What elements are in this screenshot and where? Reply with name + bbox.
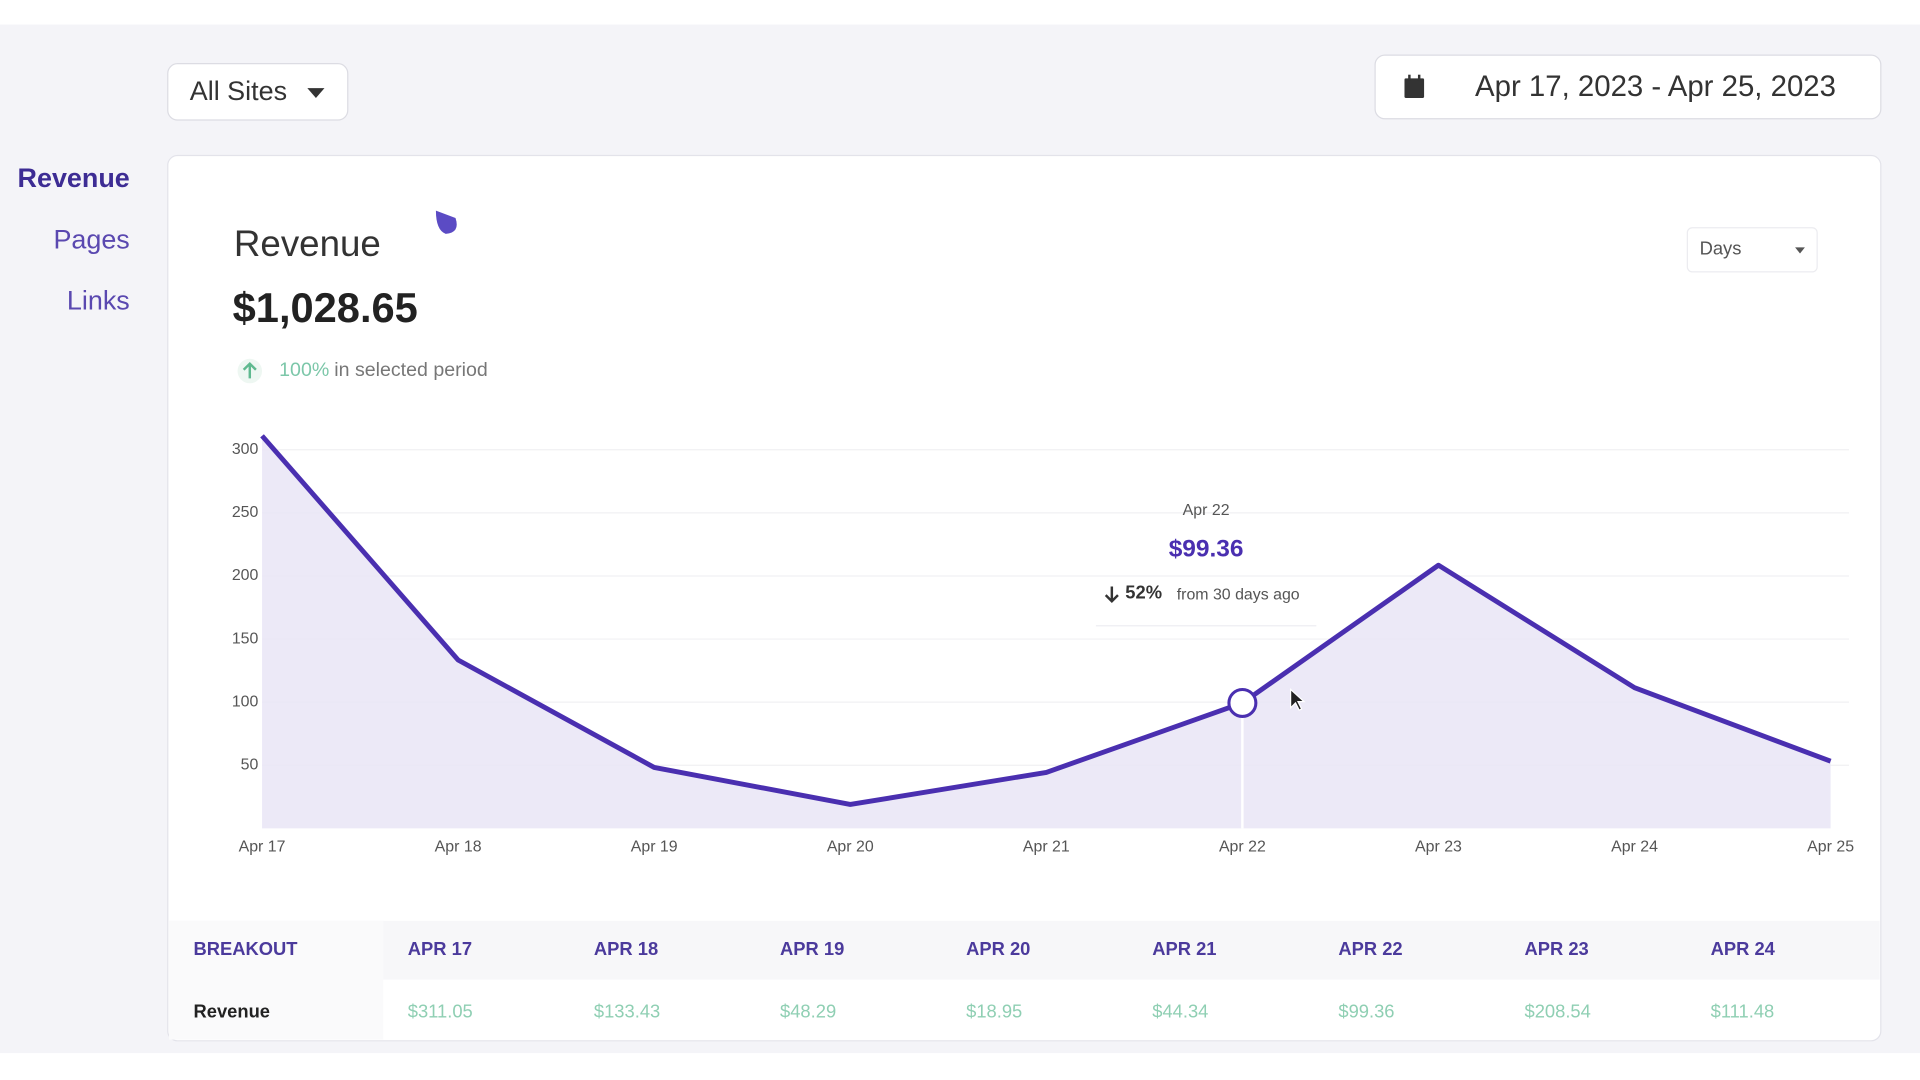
caret [307,88,325,98]
table-cell: $133.43 [594,1000,660,1021]
table-label-column [168,920,384,1040]
table-cell: $111.48 [1711,1000,1775,1021]
table-cell: $18.95 [966,1000,1022,1021]
y-tick-label: 200 [232,567,259,584]
table-header: APR 20 [966,938,1030,959]
table-header: APR 17 [408,938,472,959]
mouse-cursor [1290,688,1306,712]
table-header: APR 21 [1152,938,1216,959]
calendar-icon [1404,74,1425,98]
caret [1795,247,1805,254]
y-tick-label: 50 [241,756,259,773]
date-picker[interactable] [1374,54,1882,120]
nav-item[interactable]: Links [67,286,130,316]
line [260,434,1832,807]
hover-point [1227,687,1258,718]
tooltip-change: 52% [1125,582,1162,603]
table-header: APR 24 [1711,938,1776,959]
table-header: APR 23 [1524,938,1588,959]
interval-select[interactable] [1686,227,1818,273]
site-select[interactable] [167,63,349,121]
x-tick-label: Apr 19 [631,839,678,856]
nav-item[interactable]: Pages [53,224,129,254]
x-tick-label: Apr 22 [1219,839,1266,856]
tooltip-date: Apr 22 [1183,502,1230,519]
table-header: APR 22 [1338,938,1402,959]
date-range: Apr 17, 2023 - Apr 25, 2023 [1475,70,1836,103]
cursor-dot [435,210,457,234]
x-tick-label: Apr 21 [1023,839,1070,856]
x-tick-label: Apr 24 [1611,839,1658,856]
table-header: APR 18 [594,938,658,959]
area [262,435,1831,829]
x-tick-label: Apr 18 [435,839,482,856]
x-tick-label: Apr 25 [1807,839,1854,856]
change-value: 100% [279,359,329,381]
tooltip-note: from 30 days ago [1177,586,1300,603]
y-tick-label: 150 [232,630,259,647]
interval-label: Days [1700,238,1742,259]
x-tick-label: Apr 23 [1415,839,1462,856]
table-header: BREAKOUT [193,938,298,959]
nav-item[interactable]: Revenue [18,163,130,193]
card-title: Revenue [234,223,381,264]
table-cell: $99.36 [1338,1000,1394,1021]
table-cell: $44.34 [1152,1000,1208,1021]
breakout-table: BREAKOUT APR 17 APR 18 APR 19 APR 20 APR 21 AP… [193,938,1775,1021]
change-note: in selected period [334,359,487,381]
down-arrow [1104,586,1119,603]
card-total: $1,028.65 [233,284,418,331]
table-cell: Revenue [193,1000,270,1021]
tooltip-value: $99.36 [1169,535,1244,562]
up-arrow [242,361,257,379]
table-cell: $311.05 [408,1000,473,1021]
x-tick-label: Apr 20 [827,839,874,856]
table-header: APR 19 [780,938,844,959]
table-header-band [168,920,1880,980]
site-select-label: All Sites [190,76,287,106]
chart: 50 100 150 200 250 300 Apr 17 Apr 18 Apr 19 Apr 2… [232,434,1854,856]
card [167,154,1882,1042]
y-tick-label: 250 [232,504,259,521]
sidebar: Revenue Pages Links [18,163,130,315]
x-tick-label: Apr 17 [239,839,286,856]
y-tick-label: 300 [232,441,259,458]
table-cell: $48.29 [780,1000,836,1021]
y-tick-label: 100 [232,693,259,710]
table-cell: $208.54 [1524,1000,1590,1021]
